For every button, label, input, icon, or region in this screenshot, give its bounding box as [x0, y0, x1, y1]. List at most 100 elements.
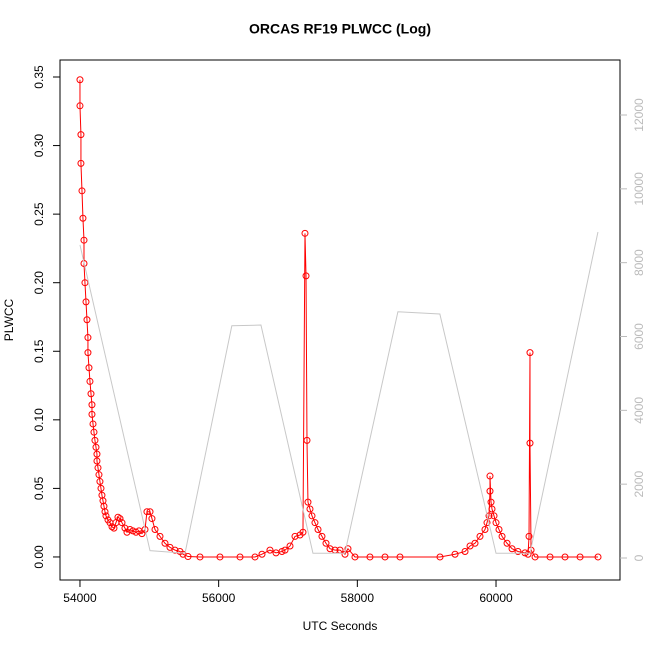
data-point — [76, 76, 84, 84]
data-point — [492, 519, 500, 527]
data-point — [471, 539, 479, 547]
y2-tick-label: 6000 — [632, 323, 646, 350]
data-point — [526, 439, 534, 447]
data-point — [503, 539, 511, 547]
data-point — [76, 102, 84, 110]
y-tick-label: 0.20 — [32, 271, 46, 295]
data-point — [486, 472, 494, 480]
data-point — [490, 512, 498, 520]
data-point — [344, 545, 352, 553]
data-point — [526, 349, 534, 357]
data-point — [286, 542, 294, 550]
data-point — [88, 410, 96, 418]
data-point — [91, 436, 99, 444]
data-point — [90, 428, 98, 436]
data-point — [171, 546, 179, 554]
data-point — [156, 532, 164, 540]
data-point — [508, 545, 516, 553]
data-point — [116, 515, 124, 523]
data-point — [301, 229, 309, 237]
data-point — [266, 546, 274, 554]
data-point — [87, 390, 95, 398]
data-point — [146, 508, 154, 516]
data-point — [314, 526, 322, 534]
data-point — [78, 187, 86, 195]
data-point — [96, 478, 104, 486]
y2-tick-label: 12000 — [632, 98, 646, 132]
data-point — [141, 526, 149, 534]
y2-tick-label: 10000 — [632, 172, 646, 206]
data-point — [561, 553, 569, 561]
data-point — [498, 532, 506, 540]
data-point — [251, 553, 259, 561]
data-point — [93, 450, 101, 458]
data-point — [85, 364, 93, 372]
data-point — [216, 553, 224, 561]
data-point — [196, 553, 204, 561]
data-point — [84, 334, 92, 342]
y-tick-label: 0.30 — [32, 134, 46, 158]
data-point — [481, 526, 489, 534]
data-point — [102, 512, 110, 520]
chart-title: ORCAS RF19 PLWCC (Log) — [249, 21, 431, 37]
data-point — [322, 539, 330, 547]
data-point — [79, 214, 87, 222]
data-point — [258, 550, 266, 558]
y-tick-label: 0.05 — [32, 476, 46, 500]
y-tick-label: 0.25 — [32, 202, 46, 226]
data-point — [86, 377, 94, 385]
data-point — [151, 526, 159, 534]
data-point — [161, 539, 169, 547]
y2-tick-label: 4000 — [632, 397, 646, 424]
data-point — [77, 159, 85, 167]
data-point — [381, 553, 389, 561]
y-tick-label: 0.10 — [32, 408, 46, 432]
y-tick-label: 0.15 — [32, 339, 46, 363]
data-point — [77, 131, 85, 139]
data-point — [436, 553, 444, 561]
y2-tick-label: 0 — [632, 554, 646, 561]
data-point — [303, 436, 311, 444]
data-point — [525, 532, 533, 540]
data-point — [95, 471, 103, 479]
data-point — [143, 508, 151, 516]
data-point — [302, 272, 310, 280]
data-point — [461, 547, 469, 555]
data-point — [83, 316, 91, 324]
data-point — [148, 515, 156, 523]
x-tick-label: 56000 — [202, 591, 236, 605]
data-point — [236, 553, 244, 561]
data-point — [80, 236, 88, 244]
data-point — [486, 487, 494, 495]
series-line — [79, 79, 599, 558]
data-point — [488, 505, 496, 513]
data-point — [514, 547, 522, 555]
data-point — [118, 519, 126, 527]
data-point — [306, 505, 314, 513]
y2-tick-label: 2000 — [632, 470, 646, 497]
data-point — [82, 298, 90, 306]
data-point — [291, 532, 299, 540]
data-point — [476, 532, 484, 540]
data-point — [92, 443, 100, 451]
data-point — [299, 528, 307, 536]
data-point — [318, 532, 326, 540]
data-point — [108, 523, 116, 531]
data-point — [396, 553, 404, 561]
data-point — [311, 519, 319, 527]
data-point — [483, 519, 491, 527]
data-point — [89, 420, 97, 428]
series-line — [79, 231, 599, 554]
x-axis-label: UTC Seconds — [303, 619, 378, 633]
data-point — [326, 545, 334, 553]
data-point — [281, 546, 289, 554]
y-axis-label: PLWCC — [2, 298, 16, 341]
x-tick-label: 60000 — [479, 591, 513, 605]
data-point — [84, 349, 92, 357]
data-point — [495, 526, 503, 534]
data-point — [94, 464, 102, 472]
x-tick-label: 58000 — [341, 591, 375, 605]
y-tick-label: 0.35 — [32, 65, 46, 89]
